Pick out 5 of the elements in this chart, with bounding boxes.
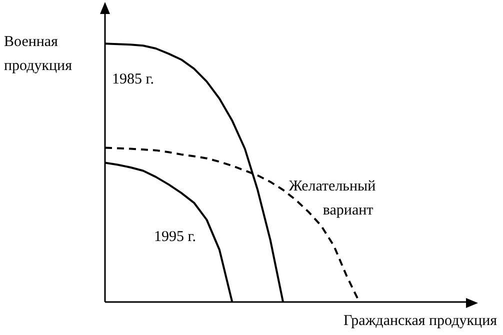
series-label: 1995 г. bbox=[154, 228, 196, 245]
y-axis-title: Военная продукция bbox=[4, 33, 72, 76]
x-axis-title: Гражданская продукция bbox=[343, 313, 497, 330]
series-label: 1985 г. bbox=[112, 72, 154, 88]
series-label: Желательный вариант bbox=[288, 178, 376, 218]
